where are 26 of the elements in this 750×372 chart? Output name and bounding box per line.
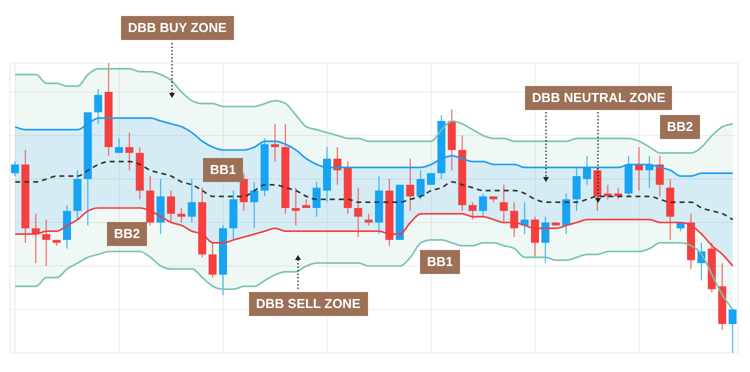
candlestick bbox=[479, 192, 487, 218]
candlestick bbox=[728, 308, 737, 353]
candlestick bbox=[250, 181, 258, 229]
candlestick bbox=[406, 158, 414, 212]
candlestick bbox=[364, 213, 373, 226]
candlestick bbox=[292, 187, 300, 226]
annotation: BB2 bbox=[107, 222, 148, 246]
annotation: BB1 bbox=[420, 250, 460, 274]
candlestick bbox=[541, 216, 550, 264]
candlestick bbox=[188, 178, 196, 224]
candlestick bbox=[427, 172, 435, 186]
annotation: DBB NEUTRAL ZONE bbox=[525, 86, 672, 110]
candlestick bbox=[531, 216, 539, 258]
candlestick bbox=[416, 170, 425, 200]
candlestick bbox=[115, 138, 123, 154]
annotation: BB2 bbox=[660, 115, 700, 139]
candlestick bbox=[125, 132, 134, 171]
candlestick bbox=[656, 155, 664, 197]
text: DBB BUY ZONE bbox=[121, 16, 234, 40]
annotation: DBB SELL ZONE bbox=[249, 292, 368, 316]
candlestick bbox=[271, 123, 279, 162]
annotation: BB1 bbox=[203, 158, 244, 182]
candlestick bbox=[240, 172, 248, 212]
candlestick bbox=[312, 181, 321, 218]
candlestick bbox=[333, 146, 342, 186]
candlestick bbox=[11, 161, 19, 177]
